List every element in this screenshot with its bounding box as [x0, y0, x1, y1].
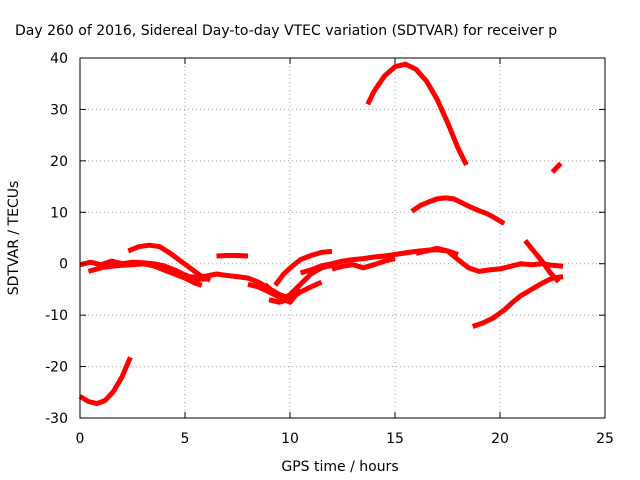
y-tick-label: 30: [50, 102, 68, 118]
x-tick-label: 25: [596, 431, 614, 447]
x-tick-label: 5: [181, 431, 190, 447]
x-tick-label: 10: [281, 431, 299, 447]
x-axis-title: GPS time / hours: [281, 459, 398, 475]
series-arc-17: [523, 239, 561, 284]
series-arc-13: [365, 61, 469, 167]
y-tick-label: 40: [50, 51, 68, 67]
y-tick-label: -30: [45, 411, 68, 427]
series-arc-1: [78, 356, 133, 407]
x-tick-labels: 0 5 10 15 20 25: [76, 431, 614, 447]
series-arc-9: [273, 248, 333, 287]
y-tick-label: -20: [45, 360, 68, 376]
series-arc-18: [550, 161, 563, 174]
y-tick-label: 10: [50, 205, 68, 221]
series-arc-6: [216, 253, 249, 259]
y-tick-label: 20: [50, 154, 68, 170]
y-axis-title: SDTVAR / TECUs: [6, 181, 22, 296]
chart-title: Day 260 of 2016, Sidereal Day-to-day VTE…: [15, 23, 557, 39]
x-tick-label: 20: [491, 431, 509, 447]
series-arc-15: [415, 245, 564, 274]
y-tick-label: 0: [59, 257, 68, 273]
series-arc-10: [268, 279, 323, 305]
x-tick-label: 15: [386, 431, 404, 447]
y-tick-label: -10: [45, 308, 68, 324]
grid-lines: [80, 58, 605, 418]
series-arc-16: [471, 274, 564, 329]
plot-frame: [79, 57, 606, 419]
x-tick-label: 0: [76, 431, 85, 447]
y-tick-labels: -30 -20 -10 0 10 20 30 40: [45, 51, 68, 427]
series-arc-12: [331, 256, 396, 272]
series-arc-14: [410, 195, 506, 226]
series-arc-4: [127, 242, 212, 283]
tick-marks: [79, 57, 606, 419]
series-layer: [78, 61, 564, 407]
